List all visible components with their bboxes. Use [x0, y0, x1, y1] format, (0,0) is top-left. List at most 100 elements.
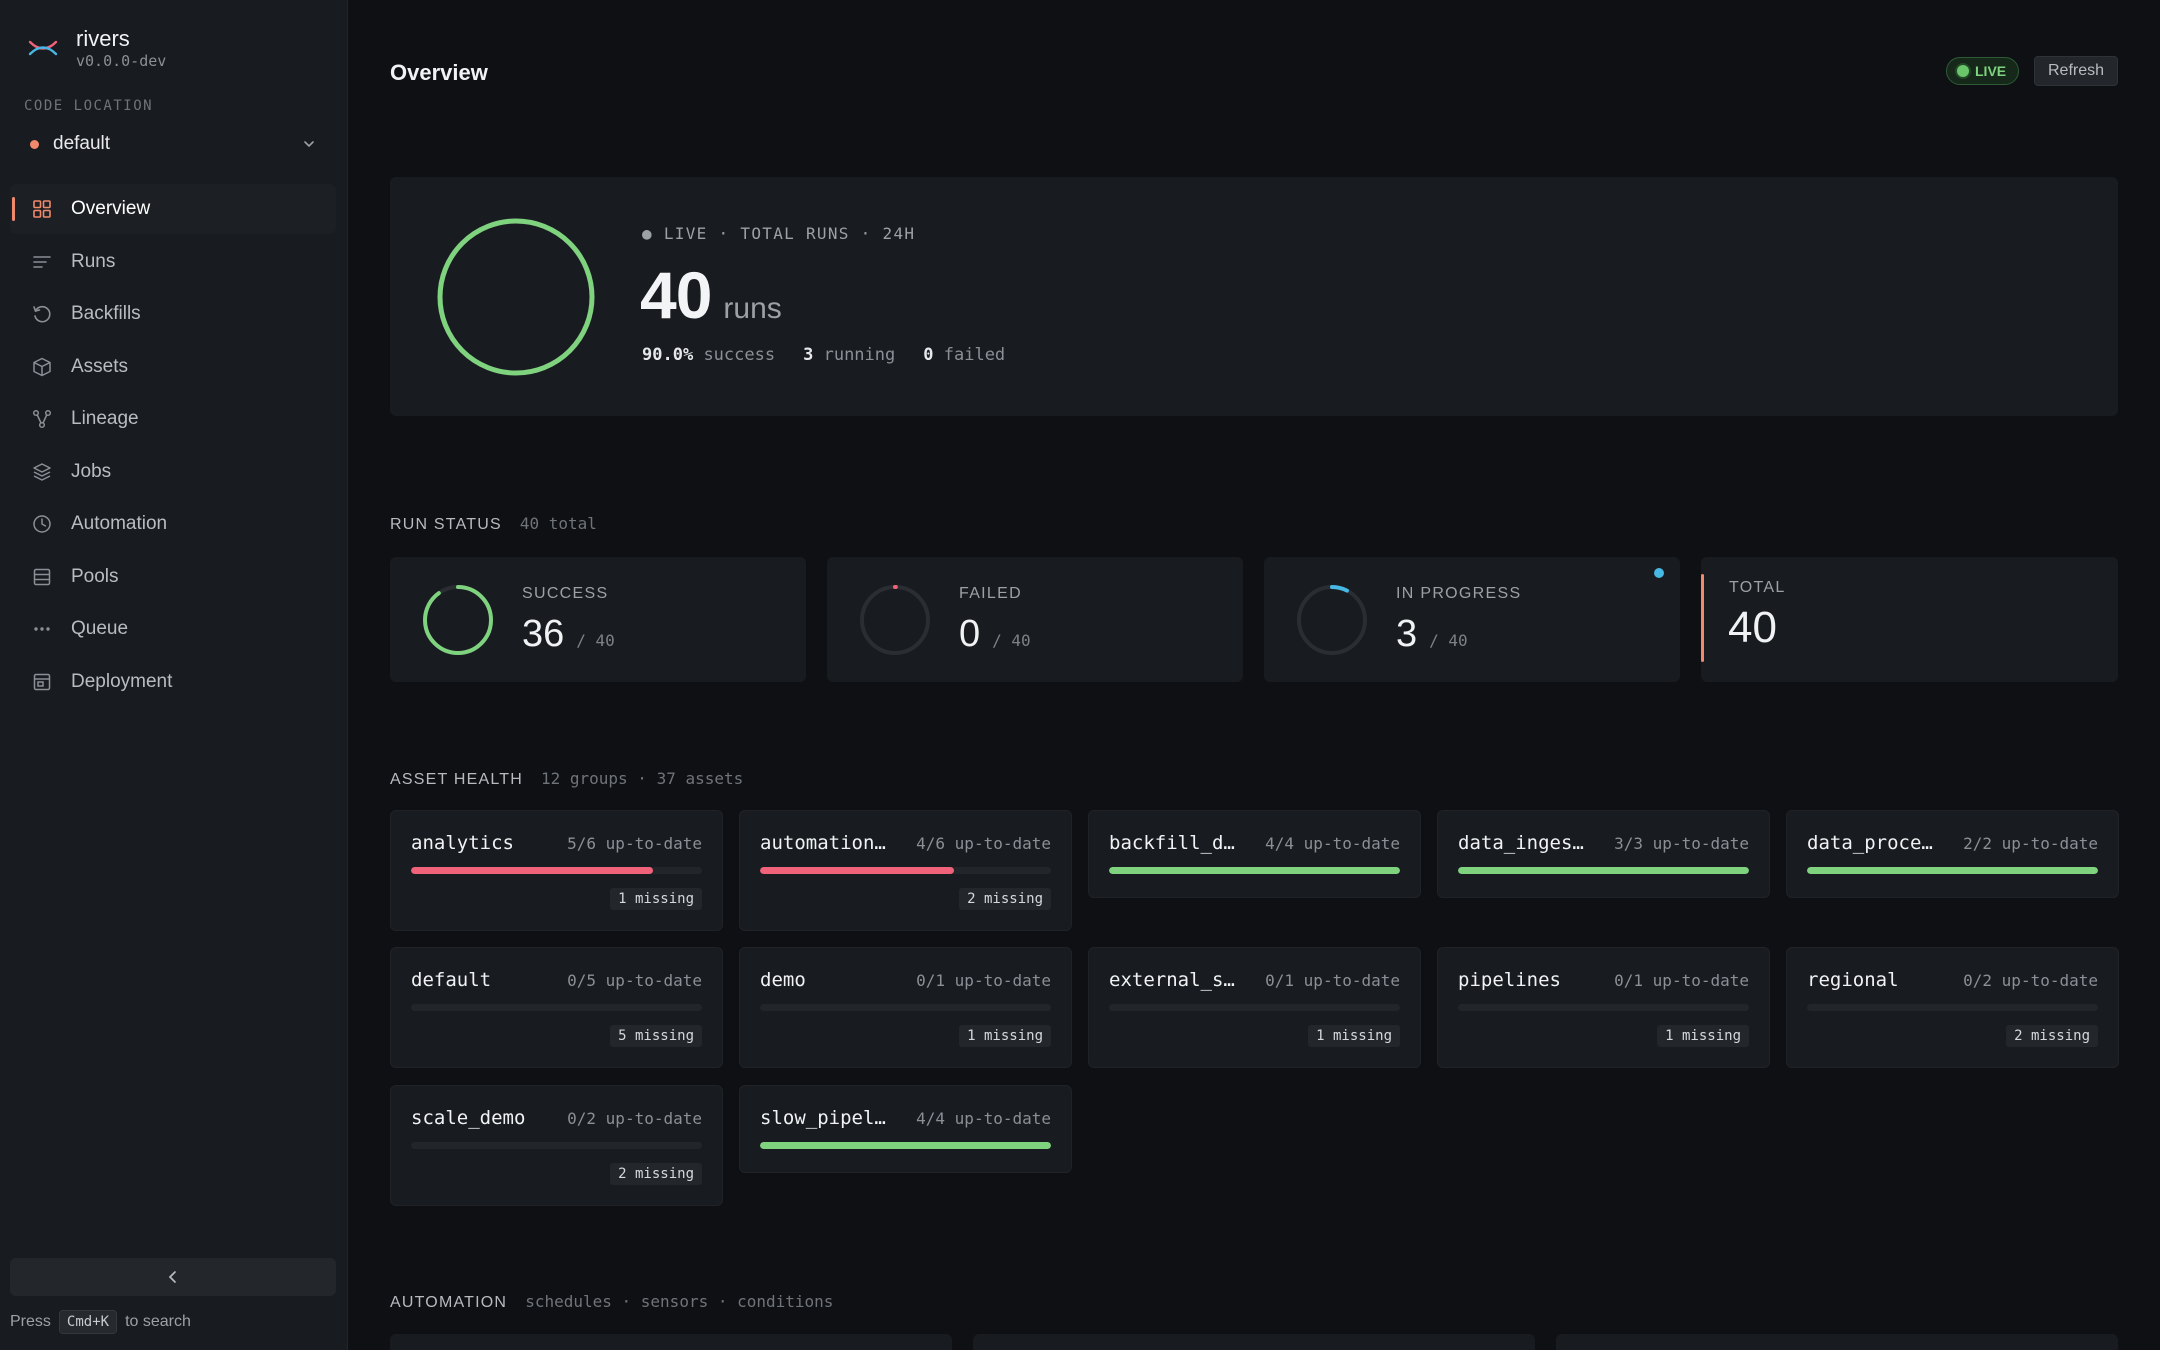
asset-health-bar-fill: [760, 1142, 1051, 1149]
sidebar-item-label: Deployment: [71, 670, 173, 692]
asset-group-card[interactable]: default 0/5 up-to-date 5 missing: [390, 947, 723, 1068]
sidebar-item-label: Assets: [71, 355, 129, 377]
running-label: running: [823, 345, 896, 365]
sidebar-item-assets[interactable]: Assets: [10, 342, 336, 392]
search-hint: Press Cmd+K to search: [10, 1310, 191, 1334]
asset-group-fraction: 2/2 up-to-date: [1963, 834, 2098, 853]
asset-group-fraction: 5/6 up-to-date: [567, 834, 702, 853]
asset-health-bar-fill: [1807, 867, 2098, 874]
asset-group-card[interactable]: regional 0/2 up-to-date 2 missing: [1786, 947, 2119, 1068]
dots-icon: [31, 618, 53, 640]
status-card-success[interactable]: SUCCESS 36 / 40: [390, 557, 806, 682]
asset-group-name: analytics: [411, 832, 514, 854]
asset-health-title: ASSET HEALTH: [390, 771, 523, 788]
code-location-value: default: [53, 133, 111, 154]
sidebar-item-lineage[interactable]: Lineage: [10, 394, 336, 444]
status-label: FAILED: [959, 585, 1022, 602]
sidebar-item-queue[interactable]: Queue: [10, 604, 336, 654]
run-status-title: RUN STATUS: [390, 516, 502, 533]
asset-health-bar: [411, 867, 702, 874]
missing-badge: 1 missing: [1308, 1025, 1400, 1047]
sidebar-item-label: Runs: [71, 250, 116, 272]
brand[interactable]: rivers v0.0.0-dev: [26, 26, 166, 70]
success-percent: 90.0%: [642, 345, 694, 365]
asset-group-card[interactable]: backfill_d… 4/4 up-to-date: [1088, 810, 1421, 898]
automation-subtitle: schedules · sensors · conditions: [525, 1292, 834, 1311]
history-icon: [31, 303, 53, 325]
missing-badge: 1 missing: [959, 1025, 1051, 1047]
status-card-failed[interactable]: FAILED 0 / 40: [827, 557, 1243, 682]
run-status-header: RUN STATUS 40 total: [390, 514, 597, 534]
automation-card[interactable]: [1556, 1334, 2118, 1350]
total-runs-unit: runs: [723, 292, 782, 325]
asset-group-fraction: 0/1 up-to-date: [1265, 971, 1400, 990]
code-location-select[interactable]: default: [24, 128, 324, 160]
hero-count: 40 runs: [640, 257, 782, 333]
sidebar-item-label: Queue: [71, 618, 129, 639]
automation-header: AUTOMATION schedules · sensors · conditi…: [390, 1292, 833, 1312]
refresh-button[interactable]: Refresh: [2034, 56, 2119, 86]
location-status-dot: [30, 139, 39, 149]
running-count: 3: [803, 345, 814, 365]
status-value: 3 / 40: [1396, 613, 1468, 656]
asset-health-bar: [1807, 867, 2098, 874]
asset-group-card[interactable]: demo 0/1 up-to-date 1 missing: [739, 947, 1072, 1068]
asset-group-card[interactable]: pipelines 0/1 up-to-date 1 missing: [1437, 947, 1770, 1068]
asset-health-bar: [760, 867, 1051, 874]
status-value: 40: [1728, 603, 1777, 653]
asset-group-card[interactable]: data_inges… 3/3 up-to-date: [1437, 810, 1770, 898]
rivers-logo-icon: [28, 40, 58, 56]
sidebar-item-jobs[interactable]: Jobs: [10, 447, 336, 497]
status-ring: [423, 585, 493, 655]
missing-badge: 1 missing: [1657, 1025, 1749, 1047]
grid-icon: [31, 198, 53, 220]
status-card-total[interactable]: TOTAL 40: [1701, 557, 2118, 682]
asset-health-bar: [1807, 1004, 2098, 1011]
automation-card[interactable]: [390, 1334, 952, 1350]
live-label: LIVE: [1975, 63, 2007, 79]
main-content: Overview LIVE Refresh ● LIVE · TOTAL RUN…: [349, 0, 2160, 1350]
run-status-subtitle: 40 total: [519, 514, 597, 533]
asset-group-fraction: 0/1 up-to-date: [916, 971, 1051, 990]
sidebar-item-overview[interactable]: Overview: [10, 184, 336, 234]
automation-card[interactable]: [973, 1334, 1535, 1350]
sidebar-item-automation[interactable]: Automation: [10, 499, 336, 549]
sidebar-item-pools[interactable]: Pools: [10, 552, 336, 602]
asset-group-name: automation…: [760, 832, 886, 854]
sidebar-item-label: Jobs: [71, 460, 112, 482]
asset-group-card[interactable]: external_s… 0/1 up-to-date 1 missing: [1088, 947, 1421, 1068]
sidebar-item-runs[interactable]: Runs: [10, 237, 336, 287]
collapse-sidebar-button[interactable]: [10, 1258, 336, 1296]
status-value: 36 / 40: [522, 613, 615, 656]
status-ring: [860, 585, 930, 655]
asset-group-fraction: 0/1 up-to-date: [1614, 971, 1749, 990]
asset-group-card[interactable]: automation… 4/6 up-to-date 2 missing: [739, 810, 1072, 931]
asset-group-name: demo: [760, 969, 806, 991]
clock-icon: [31, 513, 53, 535]
asset-health-bar: [760, 1004, 1051, 1011]
asset-group-card[interactable]: analytics 5/6 up-to-date 1 missing: [390, 810, 723, 931]
cube-icon: [31, 356, 53, 378]
asset-health-bar: [1109, 867, 1400, 874]
asset-group-card[interactable]: data_proce… 2/2 up-to-date: [1786, 810, 2119, 898]
status-value: 0 / 40: [959, 613, 1031, 656]
status-card-in-progress[interactable]: IN PROGRESS 3 / 40: [1264, 557, 1680, 682]
asset-group-name: external_s…: [1109, 969, 1235, 991]
live-badge[interactable]: LIVE: [1946, 57, 2020, 85]
search-shortcut-key: Cmd+K: [58, 1310, 118, 1334]
sidebar-item-backfills[interactable]: Backfills: [10, 289, 336, 339]
automation-title: AUTOMATION: [390, 1294, 508, 1311]
hero-kicker: ● LIVE · TOTAL RUNS · 24H: [642, 224, 916, 243]
database-icon: [31, 566, 53, 588]
asset-group-fraction: 3/3 up-to-date: [1614, 834, 1749, 853]
asset-group-name: slow_pipel…: [760, 1107, 886, 1129]
asset-group-card[interactable]: scale_demo 0/2 up-to-date 2 missing: [390, 1085, 723, 1206]
sidebar-item-deployment[interactable]: Deployment: [10, 657, 336, 707]
failed-label: failed: [943, 345, 1006, 365]
asset-group-name: default: [411, 969, 492, 991]
asset-group-card[interactable]: slow_pipel… 4/4 up-to-date: [739, 1085, 1072, 1173]
graph-icon: [31, 408, 53, 430]
sidebar-nav: Overview Runs Backfills Assets Lineage: [10, 184, 336, 709]
sidebar-item-label: Backfills: [71, 303, 141, 324]
asset-group-fraction: 0/2 up-to-date: [567, 1109, 702, 1128]
